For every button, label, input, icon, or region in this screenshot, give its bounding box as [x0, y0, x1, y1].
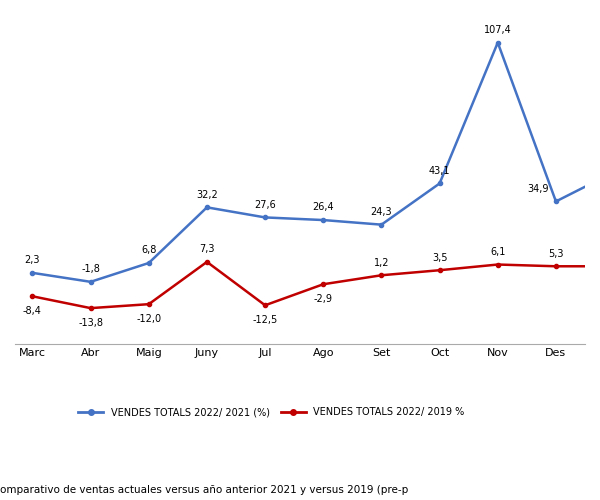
Text: 26,4: 26,4: [313, 202, 334, 212]
Text: 27,6: 27,6: [254, 200, 276, 210]
Legend: VENDES TOTALS 2022/ 2021 (%), VENDES TOTALS 2022/ 2019 %: VENDES TOTALS 2022/ 2021 (%), VENDES TOT…: [74, 403, 469, 421]
Text: 2,3: 2,3: [25, 255, 40, 265]
Text: -1,8: -1,8: [81, 264, 100, 274]
Text: -2,9: -2,9: [314, 294, 333, 304]
Text: 3,5: 3,5: [432, 252, 448, 262]
Text: -13,8: -13,8: [78, 318, 103, 328]
Text: 32,2: 32,2: [196, 190, 218, 200]
Text: 7,3: 7,3: [199, 244, 215, 254]
Text: -12,0: -12,0: [136, 314, 161, 324]
Text: 43,1: 43,1: [429, 166, 451, 176]
Text: 1,2: 1,2: [374, 258, 389, 268]
Text: 107,4: 107,4: [484, 25, 512, 35]
Text: 6,8: 6,8: [141, 246, 157, 256]
Text: 6,1: 6,1: [490, 247, 505, 257]
Text: omparativo de ventas actuales versus año anterior 2021 y versus 2019 (pre-p: omparativo de ventas actuales versus año…: [0, 485, 408, 495]
Text: -8,4: -8,4: [23, 306, 42, 316]
Text: 24,3: 24,3: [371, 207, 392, 217]
Text: -12,5: -12,5: [253, 315, 278, 325]
Text: 5,3: 5,3: [548, 248, 563, 258]
Text: 34,9: 34,9: [528, 184, 549, 194]
